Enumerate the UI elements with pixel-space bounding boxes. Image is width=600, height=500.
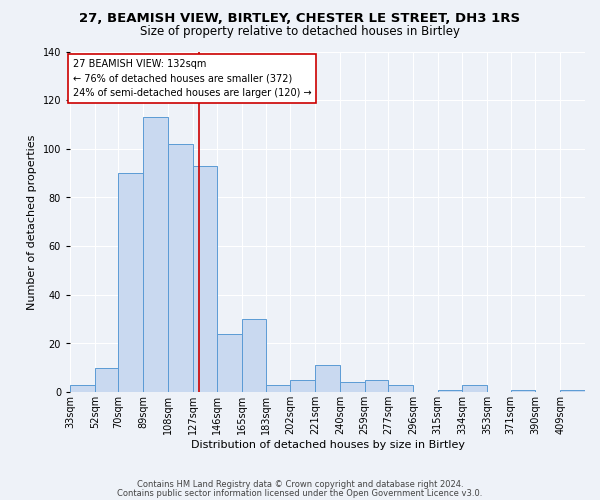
- Bar: [437, 390, 463, 392]
- Bar: [118, 173, 143, 392]
- Bar: [290, 380, 315, 392]
- Bar: [217, 334, 242, 392]
- Text: Size of property relative to detached houses in Birtley: Size of property relative to detached ho…: [140, 25, 460, 38]
- Bar: [143, 117, 168, 392]
- Bar: [266, 385, 290, 392]
- Bar: [168, 144, 193, 392]
- Bar: [70, 385, 95, 392]
- Bar: [315, 366, 340, 392]
- Bar: [365, 380, 388, 392]
- Bar: [95, 368, 118, 392]
- Bar: [193, 166, 217, 392]
- Text: Contains public sector information licensed under the Open Government Licence v3: Contains public sector information licen…: [118, 489, 482, 498]
- Y-axis label: Number of detached properties: Number of detached properties: [27, 134, 37, 310]
- Text: 27, BEAMISH VIEW, BIRTLEY, CHESTER LE STREET, DH3 1RS: 27, BEAMISH VIEW, BIRTLEY, CHESTER LE ST…: [79, 12, 521, 26]
- Text: 27 BEAMISH VIEW: 132sqm
← 76% of detached houses are smaller (372)
24% of semi-d: 27 BEAMISH VIEW: 132sqm ← 76% of detache…: [73, 59, 311, 98]
- Bar: [560, 390, 585, 392]
- Bar: [511, 390, 535, 392]
- Bar: [388, 385, 413, 392]
- Text: Contains HM Land Registry data © Crown copyright and database right 2024.: Contains HM Land Registry data © Crown c…: [137, 480, 463, 489]
- X-axis label: Distribution of detached houses by size in Birtley: Distribution of detached houses by size …: [191, 440, 464, 450]
- Bar: [340, 382, 365, 392]
- Bar: [463, 385, 487, 392]
- Bar: [242, 319, 266, 392]
